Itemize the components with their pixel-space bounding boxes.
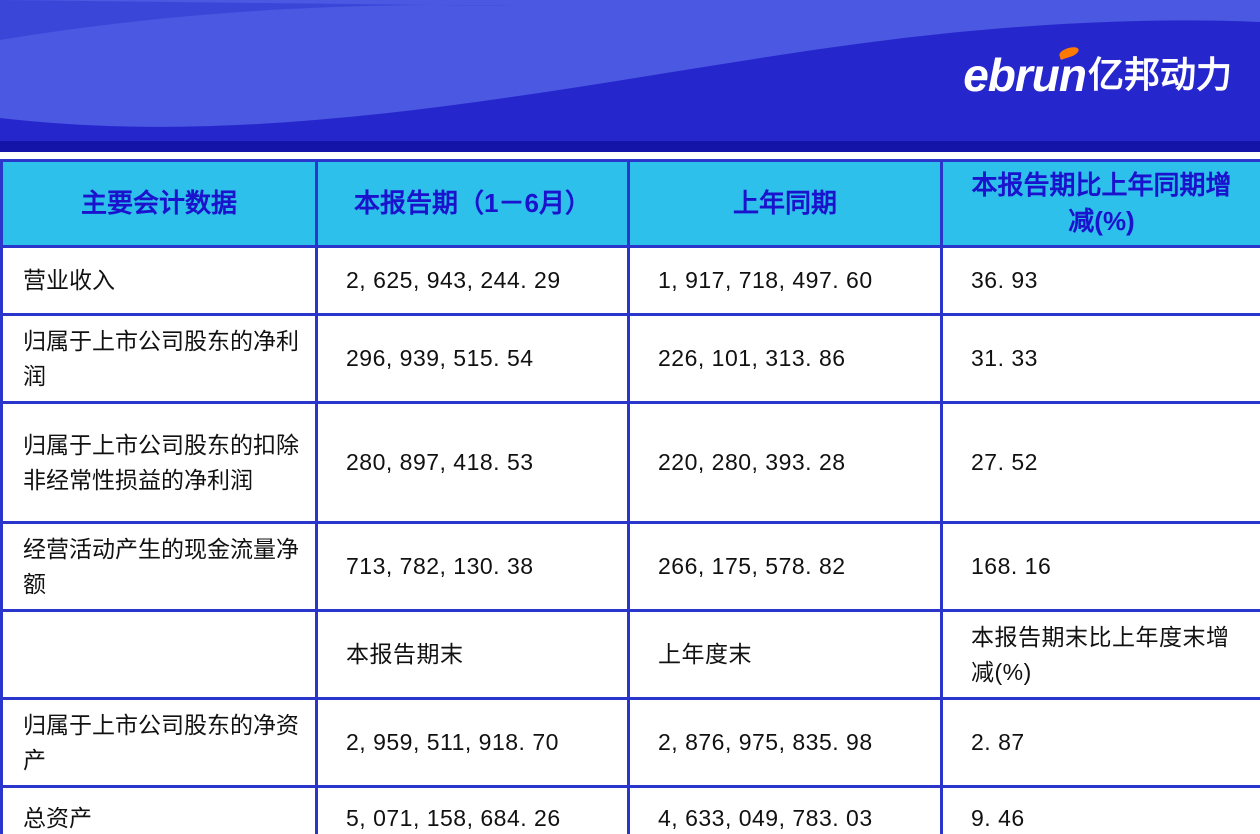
subheader-cell: 本报告期末比上年度末增减(%)	[940, 609, 1260, 700]
row-label: 归属于上市公司股东的扣除非经常性损益的净利润	[0, 401, 318, 524]
value-cell: 2, 876, 975, 835. 98	[627, 697, 943, 788]
table-row: 总资产 5, 071, 158, 684. 26 4, 633, 049, 78…	[0, 785, 1260, 834]
table-row: 归属于上市公司股东的净资产 2, 959, 511, 918. 70 2, 87…	[0, 697, 1260, 788]
header-row: 主要会计数据 本报告期（1－6月） 上年同期 本报告期比上年同期增减(%)	[0, 159, 1260, 248]
table-row: 归属于上市公司股东的扣除非经常性损益的净利润 280, 897, 418. 53…	[0, 401, 1260, 524]
table-row: 经营活动产生的现金流量净额 713, 782, 130. 38 266, 175…	[0, 521, 1260, 612]
value-cell: 220, 280, 393. 28	[627, 401, 943, 524]
row-label: 归属于上市公司股东的净利润	[0, 313, 318, 404]
row-label: 归属于上市公司股东的净资产	[0, 697, 318, 788]
value-cell: 2. 87	[940, 697, 1260, 788]
value-cell: 280, 897, 418. 53	[315, 401, 630, 524]
table-row: 归属于上市公司股东的净利润 296, 939, 515. 54 226, 101…	[0, 313, 1260, 404]
value-cell: 4, 633, 049, 783. 03	[627, 785, 943, 834]
ebrun-logo-chinese: 亿邦动力	[1087, 54, 1232, 95]
key-accounting-data-table: 主要会计数据 本报告期（1－6月） 上年同期 本报告期比上年同期增减(%) 营业…	[0, 159, 1260, 834]
row-label: 营业收入	[0, 245, 318, 316]
subheader-cell: 本报告期末	[315, 609, 630, 700]
value-cell: 5, 071, 158, 684. 26	[315, 785, 630, 834]
value-cell: 27. 52	[940, 401, 1260, 524]
subheader-cell: 上年度末	[627, 609, 943, 700]
row-label: 经营活动产生的现金流量净额	[0, 521, 318, 612]
value-cell: 713, 782, 130. 38	[315, 521, 630, 612]
ebrun-logo: ebrun 亿邦动力	[963, 45, 1232, 101]
table-row: 营业收入 2, 625, 943, 244. 29 1, 917, 718, 4…	[0, 245, 1260, 316]
value-cell: 2, 959, 511, 918. 70	[315, 697, 630, 788]
column-header-current-period: 本报告期（1－6月）	[315, 159, 630, 248]
value-cell: 266, 175, 578. 82	[627, 521, 943, 612]
table-subheader-row: 本报告期末 上年度末 本报告期末比上年度末增减(%)	[0, 609, 1260, 700]
value-cell: 9. 46	[940, 785, 1260, 834]
column-header-metric: 主要会计数据	[0, 159, 318, 248]
value-cell: 1, 917, 718, 497. 60	[627, 245, 943, 316]
value-cell: 296, 939, 515. 54	[315, 313, 630, 404]
column-header-prior-period: 上年同期	[627, 159, 943, 248]
ebrun-logo-wordmark: ebrun	[963, 49, 1087, 101]
value-cell: 31. 33	[940, 313, 1260, 404]
financial-data-table-wrap: 主要会计数据 本报告期（1－6月） 上年同期 本报告期比上年同期增减(%) 营业…	[0, 159, 1260, 834]
value-cell: 2, 625, 943, 244. 29	[315, 245, 630, 316]
top-banner: ebrun 亿邦动力	[0, 0, 1260, 152]
value-cell: 36. 93	[940, 245, 1260, 316]
value-cell: 226, 101, 313. 86	[627, 313, 943, 404]
column-header-change-pct: 本报告期比上年同期增减(%)	[940, 159, 1260, 248]
row-label	[0, 609, 318, 700]
banner-wave-graphic	[0, 0, 1260, 152]
row-label: 总资产	[0, 785, 318, 834]
value-cell: 168. 16	[940, 521, 1260, 612]
